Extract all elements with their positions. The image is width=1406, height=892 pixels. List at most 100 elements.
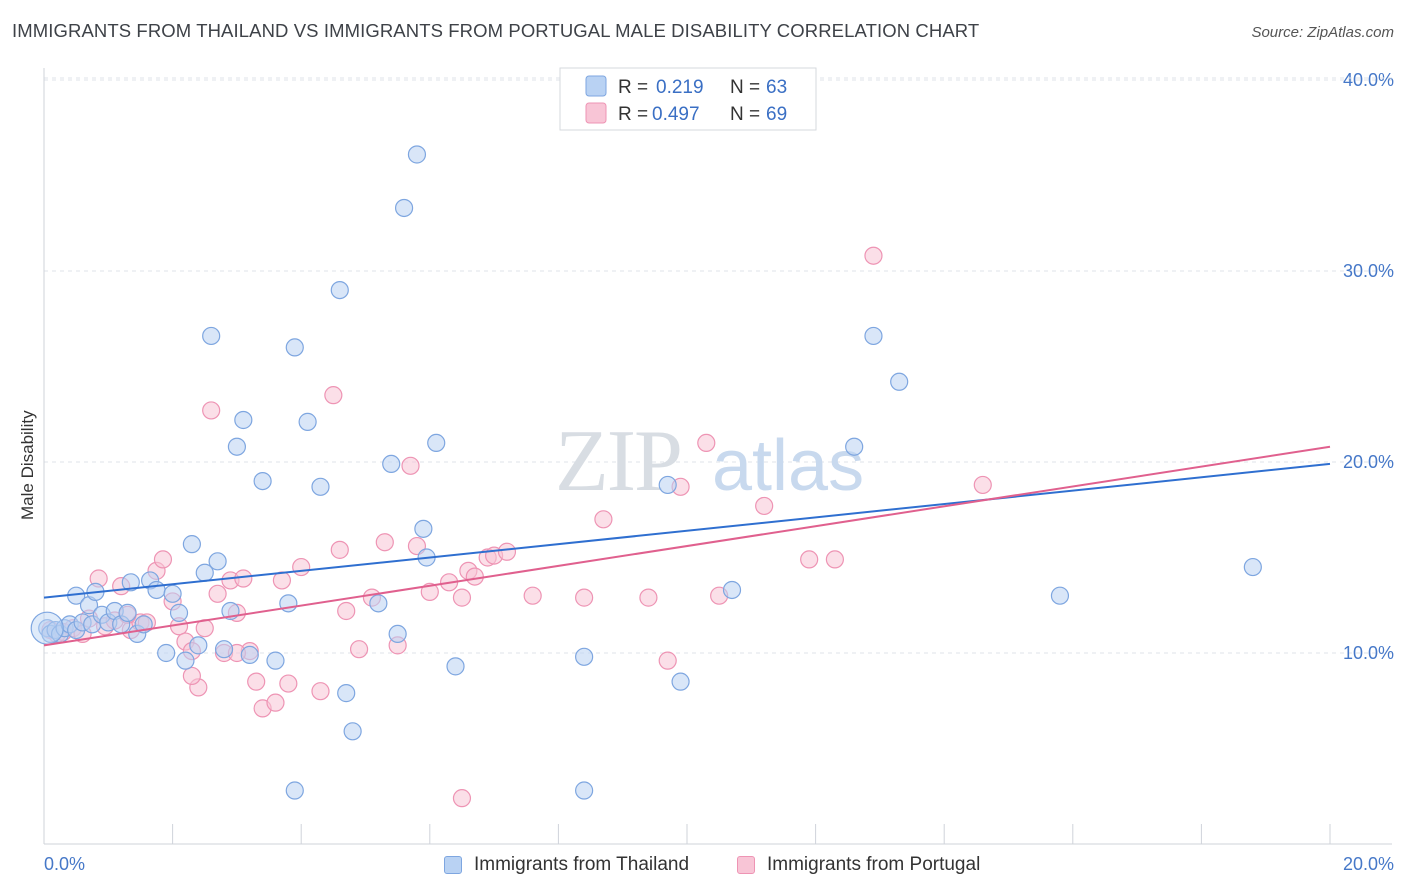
point-portugal [452, 789, 472, 808]
point-portugal [279, 674, 298, 693]
legend-n-thailand: 63 [766, 77, 787, 98]
point-thailand [864, 326, 883, 346]
point-portugal [639, 588, 658, 607]
point-thailand [176, 651, 195, 670]
point-portugal [292, 557, 311, 577]
point-portugal [697, 433, 716, 452]
x-tick-label-min: 0.0% [44, 854, 85, 874]
point-portugal [594, 510, 613, 529]
axes [43, 68, 1392, 845]
point-thailand [214, 640, 234, 659]
point-thailand [671, 672, 690, 691]
legend-top: R = 0.219 N = 63 R = 0.497 N = 69 [559, 67, 817, 131]
watermark: ZIP atlas [555, 413, 864, 510]
point-thailand [240, 645, 259, 665]
point-portugal [266, 693, 285, 712]
point-thailand [227, 437, 246, 456]
point-portugal [755, 496, 774, 516]
chart-title: IMMIGRANTS FROM THAILAND VS IMMIGRANTS F… [12, 20, 980, 41]
point-portugal [349, 640, 369, 659]
point-thailand [157, 643, 176, 663]
point-portugal [465, 567, 484, 586]
point-thailand [169, 603, 189, 622]
legend-r-label: R = [618, 77, 648, 98]
point-thailand [890, 372, 909, 391]
point-portugal [375, 533, 394, 552]
series-thailand [30, 145, 1262, 800]
y-tick-label: 30.0% [1343, 261, 1394, 281]
point-portugal [825, 550, 844, 569]
point-portugal [497, 542, 517, 561]
legend-r-label: R = [618, 104, 648, 125]
point-portugal [658, 651, 677, 670]
point-thailand [658, 475, 677, 495]
legend-swatch-thailand [585, 75, 607, 97]
point-portugal [575, 588, 594, 607]
legend-label-thailand: Immigrants from Thailand [474, 854, 690, 875]
point-thailand [1050, 586, 1070, 605]
point-thailand [285, 338, 304, 357]
trendline-portugal [43, 445, 1331, 647]
y-tick-label: 10.0% [1343, 643, 1394, 663]
point-portugal [330, 540, 349, 559]
legend-item-thailand[interactable]: Immigrants from Thailand [444, 852, 689, 878]
legend-label-portugal: Immigrants from Portugal [767, 854, 981, 875]
gridlines: 10.0% 20.0% 30.0% 40.0% [44, 70, 1394, 663]
point-portugal [973, 475, 992, 495]
point-portugal [800, 550, 819, 569]
point-portugal [324, 386, 343, 405]
legend-n-label: N = [730, 104, 760, 125]
point-thailand [121, 573, 140, 592]
legend-swatch-thailand [444, 856, 462, 874]
x-tick-label-max: 20.0% [1343, 854, 1394, 874]
y-axis-title: Male Disability [18, 410, 37, 520]
point-portugal [153, 550, 173, 569]
point-thailand [253, 472, 272, 491]
point-portugal [247, 672, 266, 691]
point-portugal [311, 682, 330, 701]
point-thailand [407, 145, 427, 164]
point-thailand [118, 603, 137, 622]
point-thailand [343, 722, 362, 741]
point-thailand [446, 657, 465, 676]
point-thailand [1243, 557, 1262, 577]
legend-n-portugal: 69 [766, 104, 787, 125]
point-portugal [864, 246, 883, 265]
point-thailand [208, 552, 227, 571]
point-thailand [382, 454, 401, 474]
point-thailand [394, 198, 414, 218]
point-thailand [285, 781, 304, 800]
point-portugal [452, 588, 472, 607]
legend-r-portugal: 0.497 [652, 104, 700, 125]
point-thailand [575, 647, 594, 666]
y-tick-label: 40.0% [1343, 70, 1394, 90]
watermark-zip: ZIP [555, 413, 681, 510]
point-thailand [182, 535, 201, 554]
point-portugal [202, 401, 221, 420]
point-thailand [575, 781, 594, 800]
point-thailand [202, 326, 221, 346]
point-thailand [298, 412, 317, 431]
point-portugal [420, 582, 439, 601]
point-thailand [189, 636, 208, 655]
point-portugal [401, 456, 420, 475]
point-thailand [311, 477, 330, 496]
source-label: Source: ZipAtlas.com [1251, 24, 1394, 41]
point-portugal [337, 601, 356, 621]
legend-swatch-portugal [737, 856, 755, 874]
point-thailand [427, 433, 446, 452]
point-portugal [182, 666, 201, 686]
watermark-atlas: atlas [712, 426, 864, 506]
point-thailand [845, 437, 864, 456]
series-portugal [41, 246, 992, 808]
legend-n-label: N = [730, 77, 760, 98]
point-thailand [234, 410, 253, 430]
legend-item-portugal[interactable]: Immigrants from Portugal [737, 852, 980, 878]
point-thailand [722, 580, 742, 600]
point-thailand [388, 624, 407, 644]
point-thailand [163, 584, 182, 603]
legend-swatch-portugal [585, 102, 607, 124]
y-tick-label: 20.0% [1343, 452, 1394, 472]
point-thailand [337, 684, 356, 703]
